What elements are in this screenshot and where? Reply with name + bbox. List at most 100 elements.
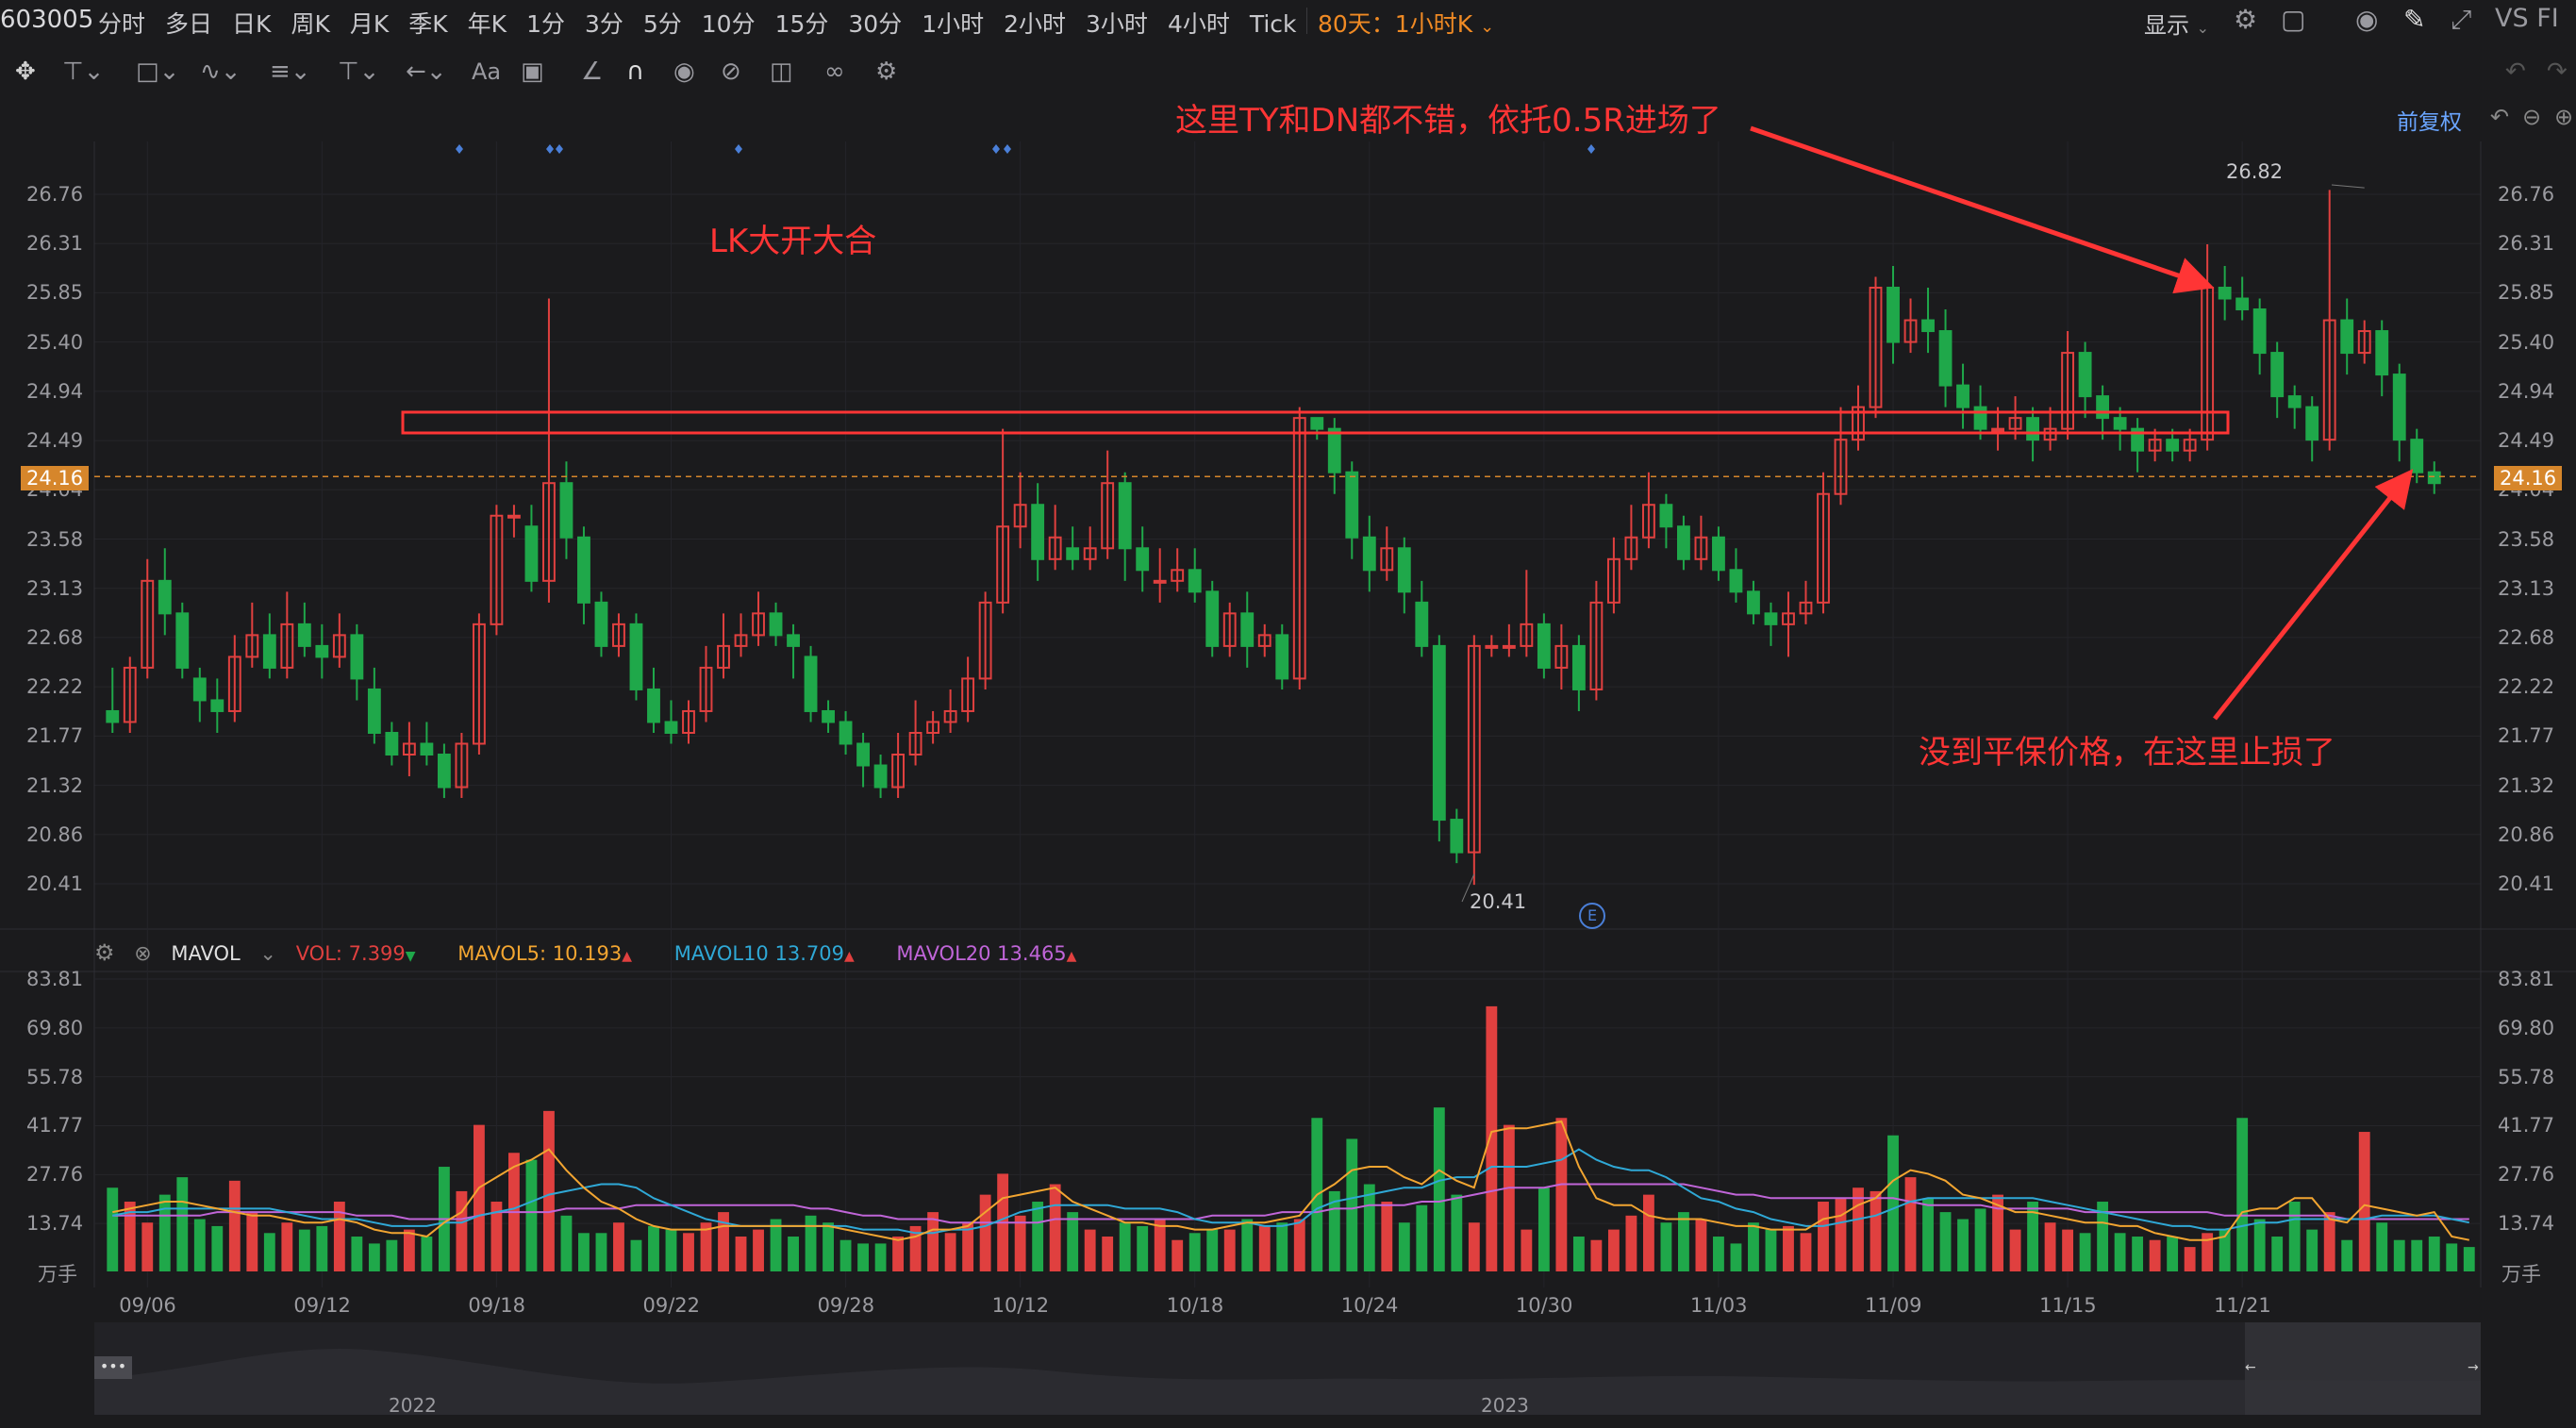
navigator-year-2022: 2022 xyxy=(389,1394,437,1417)
settings-icon[interactable]: ⚙ xyxy=(2234,4,2258,35)
period-tab[interactable]: 季K xyxy=(408,10,448,38)
axis-tick-label: 24.94 xyxy=(2498,379,2555,403)
volume-bar xyxy=(1765,1229,1777,1271)
line-tool-icon[interactable]: ⊤⌄ xyxy=(62,58,105,86)
candle-body xyxy=(2287,395,2302,408)
volume-bar xyxy=(1783,1225,1794,1271)
volume-bar xyxy=(1607,1229,1620,1271)
period-tab[interactable]: 3分 xyxy=(584,10,623,38)
volume-bar xyxy=(927,1212,939,1271)
layout-icon[interactable]: ▢ xyxy=(2281,4,2306,35)
camera-icon[interactable]: ◉ xyxy=(2355,4,2379,35)
candle-body xyxy=(2305,406,2319,441)
volume-bar xyxy=(1206,1229,1219,1271)
pencil-icon[interactable]: ✎ xyxy=(2403,4,2426,35)
price-adjust-button[interactable]: 前复权 xyxy=(2397,110,2462,135)
text-tool-icon[interactable]: Aa xyxy=(472,58,502,85)
candle-body xyxy=(961,677,975,712)
shape-tool-icon[interactable]: □⌄ xyxy=(136,58,180,86)
period-tab[interactable]: 1分 xyxy=(526,10,565,38)
volume-bar xyxy=(2027,1202,2038,1271)
annotation-overlay xyxy=(94,125,2481,903)
navigator-handle-right[interactable]: → xyxy=(2468,1360,2479,1375)
candle-body xyxy=(1782,612,1795,625)
undo-icon[interactable]: ↶ xyxy=(2505,58,2526,86)
volume-bar xyxy=(1451,1194,1463,1271)
display-menu[interactable]: 显示 ⌄ xyxy=(2144,7,2209,40)
volume-bar xyxy=(578,1233,590,1271)
toolbar-divider xyxy=(1306,8,1307,34)
volume-bar xyxy=(421,1237,433,1271)
eye-icon[interactable]: ◉ xyxy=(673,58,695,86)
volume-bar xyxy=(1084,1229,1096,1271)
crosshair-icon[interactable]: ✥ xyxy=(15,58,36,86)
axis-tick-label: 55.78 xyxy=(2498,1065,2555,1088)
period-tab[interactable]: 4小时 xyxy=(1167,10,1230,38)
period-tab[interactable]: 月K xyxy=(349,10,390,38)
event-marker-icon[interactable]: E xyxy=(1579,903,1605,929)
zoom-out-icon[interactable]: ⊖ xyxy=(2522,104,2542,130)
stock-symbol[interactable]: 603005 xyxy=(0,6,94,34)
candle-body xyxy=(1747,590,1760,615)
axis-tick-label: 83.81 xyxy=(2498,968,2555,990)
active-period-dropdown[interactable]: 80天：1小时K ⌄ xyxy=(1318,6,1494,40)
navigator-collapse-button[interactable]: ••• xyxy=(94,1356,132,1379)
volume-bar xyxy=(1172,1239,1184,1271)
date-tick-label: 11/09 xyxy=(1865,1294,1922,1317)
candle-body xyxy=(2078,352,2092,398)
candle-body xyxy=(629,623,643,690)
volume-bar xyxy=(1678,1212,1689,1271)
period-tab[interactable]: 日K xyxy=(232,10,272,38)
arrow-tool-icon[interactable]: ←⌄ xyxy=(406,58,447,86)
candle-body xyxy=(804,656,818,712)
period-tab[interactable]: 2小时 xyxy=(1004,10,1067,38)
period-tab[interactable]: 5分 xyxy=(642,10,682,38)
period-tab[interactable]: 3小时 xyxy=(1086,10,1148,38)
axis-tick-label: 20.86 xyxy=(26,822,84,846)
settings-icon[interactable]: ⚙ xyxy=(94,939,115,966)
zoom-in-icon[interactable]: ⊕ xyxy=(2554,104,2574,130)
magnet-icon[interactable]: ∩ xyxy=(626,58,645,86)
navigator-handle-left[interactable]: ← xyxy=(2245,1360,2256,1375)
period-tab[interactable]: 30分 xyxy=(848,10,903,38)
period-tab[interactable]: 年K xyxy=(467,10,507,38)
range-navigator[interactable]: ← → ••• 2022 2023 xyxy=(94,1322,2481,1417)
period-tab[interactable]: 分时 xyxy=(98,10,146,38)
period-tab[interactable]: 多日 xyxy=(165,10,213,38)
close-icon[interactable]: ⊗ xyxy=(134,942,152,966)
redo-icon[interactable]: ↷ xyxy=(2547,58,2568,86)
vertical-line-icon[interactable]: ⊤⌄ xyxy=(338,58,380,86)
indicator-name[interactable]: MAVOL xyxy=(171,942,241,965)
period-tab[interactable]: 周K xyxy=(291,10,330,38)
link-icon[interactable]: ∞ xyxy=(824,58,845,86)
candle-body xyxy=(297,623,311,647)
volume-bar xyxy=(473,1124,485,1271)
chevron-down-icon[interactable]: ⌄ xyxy=(259,942,276,965)
vol-value: VOL: 7.399 xyxy=(295,942,406,965)
candle-body xyxy=(420,742,434,756)
trash-icon[interactable]: ◫ xyxy=(770,58,793,86)
note-tool-icon[interactable]: ▣ xyxy=(521,58,544,86)
period-tab[interactable]: 1小时 xyxy=(922,10,985,38)
candle-body xyxy=(1205,590,1220,647)
candle-body xyxy=(1257,634,1271,647)
period-tab[interactable]: 10分 xyxy=(701,10,756,38)
annotation-lk: LK大开大合 xyxy=(709,223,877,260)
period-tab[interactable]: 15分 xyxy=(774,10,829,38)
mavol-lines xyxy=(112,1120,2469,1241)
ruler-icon[interactable]: ∠ xyxy=(581,58,604,86)
undo-drawing-icon[interactable]: ↶ xyxy=(2490,104,2510,130)
compare-label[interactable]: VS FI xyxy=(2495,4,2559,33)
path-tool-icon[interactable]: ∿⌄ xyxy=(200,58,241,86)
fib-tool-icon[interactable]: ≡⌄ xyxy=(270,58,311,86)
expand-icon[interactable]: ⤢ xyxy=(2451,4,2472,35)
candle-body xyxy=(1694,536,1708,560)
date-tick-label: 11/21 xyxy=(2214,1294,2271,1317)
volume-bar xyxy=(1835,1198,1847,1271)
hide-icon[interactable]: ⊘ xyxy=(721,58,741,86)
volume-bar xyxy=(1276,1222,1288,1271)
candle-body xyxy=(490,514,504,625)
gear-icon[interactable]: ⚙ xyxy=(875,58,898,86)
period-tab[interactable]: Tick xyxy=(1249,10,1297,38)
